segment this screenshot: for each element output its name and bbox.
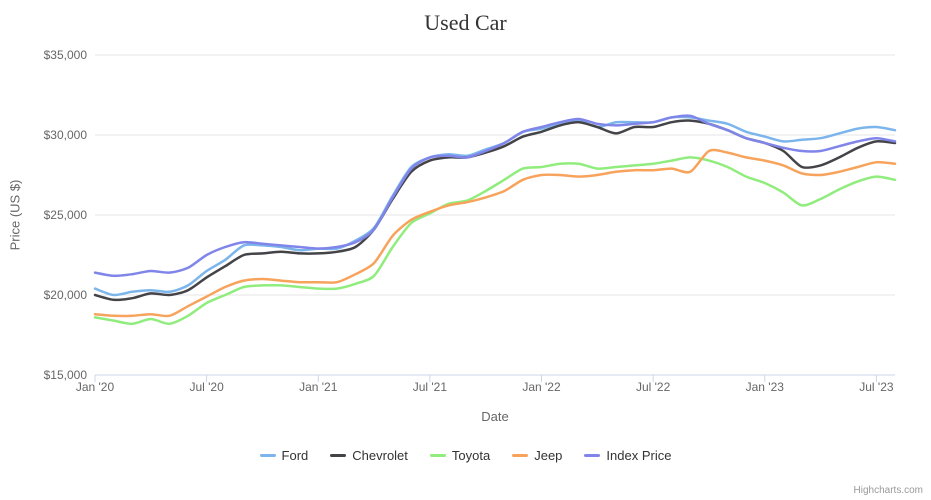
legend-label: Jeep [534, 448, 562, 463]
legend-label: Chevrolet [352, 448, 408, 463]
legend-swatch [330, 454, 346, 457]
legend-swatch [512, 454, 528, 457]
legend: Ford Chevrolet Toyota Jeep Index Price [0, 448, 931, 463]
legend-item-index-price[interactable]: Index Price [584, 448, 671, 463]
legend-swatch [430, 454, 446, 457]
series-svg [95, 55, 895, 375]
y-axis-label-container: Price (US $) [0, 55, 30, 375]
plot-area [95, 55, 895, 375]
y-tick-label: $20,000 [44, 288, 87, 302]
x-tick-label: Jul '21 [413, 380, 447, 394]
x-tick-label: Jul '20 [189, 380, 223, 394]
legend-item-toyota[interactable]: Toyota [430, 448, 490, 463]
legend-label: Index Price [606, 448, 671, 463]
series-line-toyota[interactable] [95, 157, 895, 323]
x-tick-label: Jul '22 [636, 380, 670, 394]
x-tick-label: Jan '23 [746, 380, 784, 394]
y-tick-label: $35,000 [44, 48, 87, 62]
x-tick-label: Jan '20 [76, 380, 114, 394]
chart-title: Used Car [0, 10, 931, 36]
x-tick-label: Jul '23 [859, 380, 893, 394]
x-tick-label: Jan '22 [522, 380, 560, 394]
y-axis-label: Price (US $) [8, 180, 23, 251]
x-tick-label: Jan '21 [299, 380, 337, 394]
legend-item-chevrolet[interactable]: Chevrolet [330, 448, 408, 463]
series-line-jeep[interactable] [95, 150, 895, 316]
legend-label: Ford [282, 448, 309, 463]
legend-item-jeep[interactable]: Jeep [512, 448, 562, 463]
y-tick-label: $30,000 [44, 128, 87, 142]
x-axis-label: Date [95, 409, 895, 424]
credits-link[interactable]: Highcharts.com [854, 485, 923, 496]
y-tick-label: $25,000 [44, 208, 87, 222]
legend-swatch [584, 454, 600, 457]
legend-label: Toyota [452, 448, 490, 463]
legend-item-ford[interactable]: Ford [260, 448, 309, 463]
legend-swatch [260, 454, 276, 457]
series-line-ford[interactable] [95, 117, 895, 295]
